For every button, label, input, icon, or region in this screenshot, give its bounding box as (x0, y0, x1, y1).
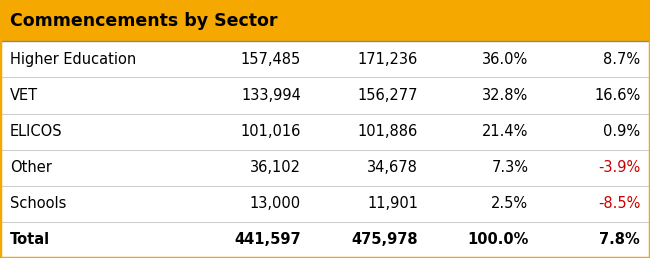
Text: Other: Other (10, 160, 51, 175)
Text: 36.0%: 36.0% (482, 52, 528, 67)
Text: 7.3%: 7.3% (491, 160, 528, 175)
Text: Commencements by Sector: Commencements by Sector (10, 12, 278, 30)
Text: 171,236: 171,236 (358, 52, 418, 67)
Text: 100.0%: 100.0% (467, 232, 528, 247)
Text: -8.5%: -8.5% (598, 196, 640, 211)
Text: 11,901: 11,901 (367, 196, 418, 211)
Text: 21.4%: 21.4% (482, 124, 528, 139)
Text: 36,102: 36,102 (250, 160, 301, 175)
Text: 2.5%: 2.5% (491, 196, 528, 211)
Text: 0.9%: 0.9% (603, 124, 640, 139)
Text: 157,485: 157,485 (240, 52, 301, 67)
FancyBboxPatch shape (0, 0, 650, 41)
Text: 32.8%: 32.8% (482, 88, 528, 103)
Text: ELICOS: ELICOS (10, 124, 62, 139)
Text: 101,886: 101,886 (358, 124, 418, 139)
Text: 13,000: 13,000 (250, 196, 301, 211)
Text: Total: Total (10, 232, 50, 247)
Text: 8.7%: 8.7% (603, 52, 640, 67)
Text: 156,277: 156,277 (358, 88, 418, 103)
Text: 7.8%: 7.8% (599, 232, 640, 247)
Text: -3.9%: -3.9% (598, 160, 640, 175)
Text: Schools: Schools (10, 196, 66, 211)
Text: VET: VET (10, 88, 38, 103)
Text: 475,978: 475,978 (351, 232, 418, 247)
Text: 133,994: 133,994 (241, 88, 301, 103)
Text: 34,678: 34,678 (367, 160, 418, 175)
Text: Higher Education: Higher Education (10, 52, 136, 67)
Text: 101,016: 101,016 (240, 124, 301, 139)
Text: 441,597: 441,597 (234, 232, 301, 247)
Text: 16.6%: 16.6% (594, 88, 640, 103)
